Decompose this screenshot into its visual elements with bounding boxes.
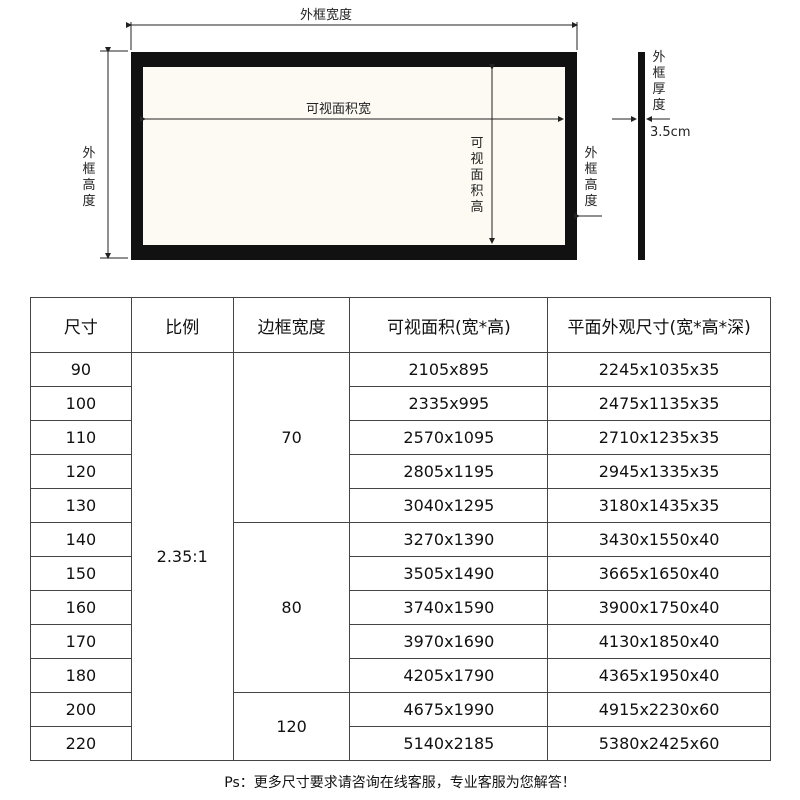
visible-area-cell: 2105x895 xyxy=(349,352,549,387)
header-visible-area: 可视面积(宽*高) xyxy=(349,297,549,353)
size-cell: 110 xyxy=(30,420,132,455)
table-row: 160 3740x1590 3900x1750x40 xyxy=(30,590,771,625)
visible-area-cell: 3970x1690 xyxy=(349,624,549,659)
size-cell: 170 xyxy=(30,624,132,659)
outer-size-cell: 4130x1850x40 xyxy=(547,624,771,659)
table-row: 170 3970x1690 4130x1850x40 xyxy=(30,624,771,659)
visible-area-cell: 2805x1195 xyxy=(349,454,549,489)
frame-height-label: 外框高度 xyxy=(584,146,598,209)
header-outer-size: 平面外观尺寸(宽*高*深) xyxy=(547,297,771,353)
frame-width-cell: 70 xyxy=(232,352,351,523)
visible-height-label: 可视面积高 xyxy=(470,136,484,215)
visible-area-cell: 3740x1590 xyxy=(349,590,549,625)
visible-area-cell: 2570x1095 xyxy=(349,420,549,455)
frame-width-cell: 80 xyxy=(232,522,351,693)
size-cell: 90 xyxy=(30,352,132,387)
size-cell: 100 xyxy=(30,386,132,421)
outer-width-label: 外框宽度 xyxy=(300,8,353,23)
table-row: 110 2570x1095 2710x1235x35 xyxy=(30,420,771,455)
footnote: Ps：更多尺寸要求请咨询在线客服，专业客服为您解答！ xyxy=(224,775,576,791)
size-cell: 130 xyxy=(30,488,132,523)
outer-size-cell: 3665x1650x40 xyxy=(547,556,771,591)
outer-size-cell: 5380x2425x60 xyxy=(547,726,771,761)
outer-size-cell: 2245x1035x35 xyxy=(547,352,771,387)
header-size: 尺寸 xyxy=(30,297,132,353)
outer-size-cell: 2945x1335x35 xyxy=(547,454,771,489)
header-frame-width: 边框宽度 xyxy=(232,297,351,353)
size-cell: 150 xyxy=(30,556,132,591)
size-cell: 220 xyxy=(30,726,132,761)
visible-area-cell: 3270x1390 xyxy=(349,522,549,557)
visible-area-cell: 4205x1790 xyxy=(349,658,549,693)
outer-height-label: 外框高度 xyxy=(82,146,96,209)
outer-size-cell: 3900x1750x40 xyxy=(547,590,771,625)
outer-size-cell: 3430x1550x40 xyxy=(547,522,771,557)
size-cell: 140 xyxy=(30,522,132,557)
outer-size-cell: 2475x1135x35 xyxy=(547,386,771,421)
outer-size-cell: 4915x2230x60 xyxy=(547,692,771,727)
frame-side-profile xyxy=(638,52,645,260)
visible-area-cell: 3040x1295 xyxy=(349,488,549,523)
visible-area-cell: 2335x995 xyxy=(349,386,549,421)
outer-size-cell: 2710x1235x35 xyxy=(547,420,771,455)
size-cell: 120 xyxy=(30,454,132,489)
table-row: 140 80 3270x1390 3430x1550x40 xyxy=(30,522,771,693)
table-row: 200 120 4675x1990 4915x2230x60 xyxy=(30,692,771,761)
spec-table: 尺寸 比例 边框宽度 可视面积(宽*高) 平面外观尺寸(宽*高*深) 90 2.3… xyxy=(30,297,771,761)
dimension-arrows xyxy=(100,22,670,259)
table-row: 150 3505x1490 3665x1650x40 xyxy=(30,556,771,591)
size-cell: 160 xyxy=(30,590,132,625)
ratio-cell: 2.35:1 xyxy=(130,352,234,761)
header-ratio: 比例 xyxy=(130,297,234,353)
table-row: 90 2.35:1 70 2105x895 2245x1035x35 xyxy=(30,352,771,761)
frame-thickness-label: 外框厚度 xyxy=(652,50,666,113)
thickness-value: 3.5cm xyxy=(650,125,691,140)
table-row: 220 5140x2185 5380x2425x60 xyxy=(30,726,771,761)
visible-area-cell: 5140x2185 xyxy=(349,726,549,761)
size-cell: 180 xyxy=(30,658,132,693)
size-cell: 200 xyxy=(30,692,132,727)
visible-area-cell: 3505x1490 xyxy=(349,556,549,591)
frame-width-cell: 120 xyxy=(232,692,351,761)
outer-size-cell: 4365x1950x40 xyxy=(547,658,771,693)
visible-width-label: 可视面积宽 xyxy=(306,102,372,117)
visible-area-cell: 4675x1990 xyxy=(349,692,549,727)
outer-size-cell: 3180x1435x35 xyxy=(547,488,771,523)
